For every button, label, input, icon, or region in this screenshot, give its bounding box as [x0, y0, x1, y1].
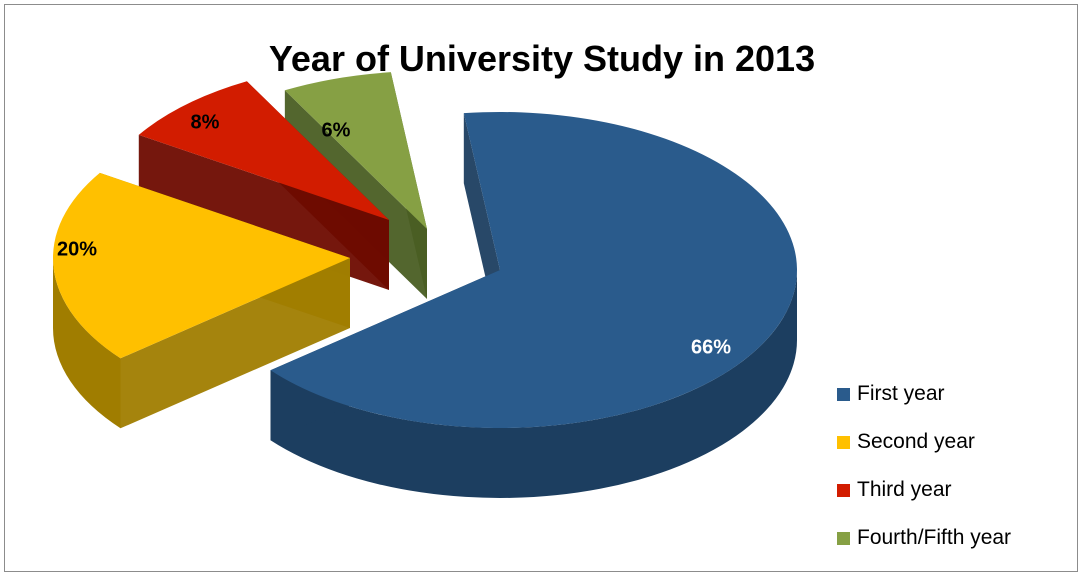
- pie-slice-first-year: [270, 112, 797, 499]
- data-label-fourth-fifth-year: 6%: [322, 119, 351, 141]
- slice-top-second-year: [52, 172, 350, 359]
- legend-swatch-second-year: [837, 436, 850, 449]
- legend-item-first-year: First year: [837, 382, 1077, 406]
- legend-label-fourth-fifth-year: Fourth/Fifth year: [857, 526, 1012, 549]
- legend-label-third-year: Third year: [857, 478, 952, 501]
- legend-item-third-year: Third year: [837, 478, 1077, 502]
- chart-title: Year of University Study in 2013: [268, 38, 816, 79]
- data-label-third-year: 8%: [191, 111, 220, 133]
- data-label-first-year: 66%: [691, 336, 731, 358]
- chart-legend: First year Second year Third year Fourth…: [837, 382, 1077, 574]
- legend-swatch-first-year: [837, 388, 850, 401]
- slice-rim-first-year: [270, 270, 797, 499]
- slice-top-fourth-fifth-year: [284, 72, 427, 230]
- legend-label-first-year: First year: [857, 382, 945, 405]
- legend-label-second-year: Second year: [857, 430, 975, 453]
- legend-item-second-year: Second year: [837, 430, 1077, 454]
- pie-slice-second-year: [52, 172, 350, 429]
- legend-swatch-fourth-fifth-year: [837, 532, 850, 545]
- data-label-second-year: 20%: [57, 238, 97, 260]
- legend-swatch-third-year: [837, 484, 850, 497]
- slice-top-third-year: [138, 81, 389, 220]
- legend-item-fourth-fifth-year: Fourth/Fifth year: [837, 526, 1077, 550]
- slice-top-first-year: [270, 112, 797, 428]
- slice-rim-second-year: [53, 258, 121, 429]
